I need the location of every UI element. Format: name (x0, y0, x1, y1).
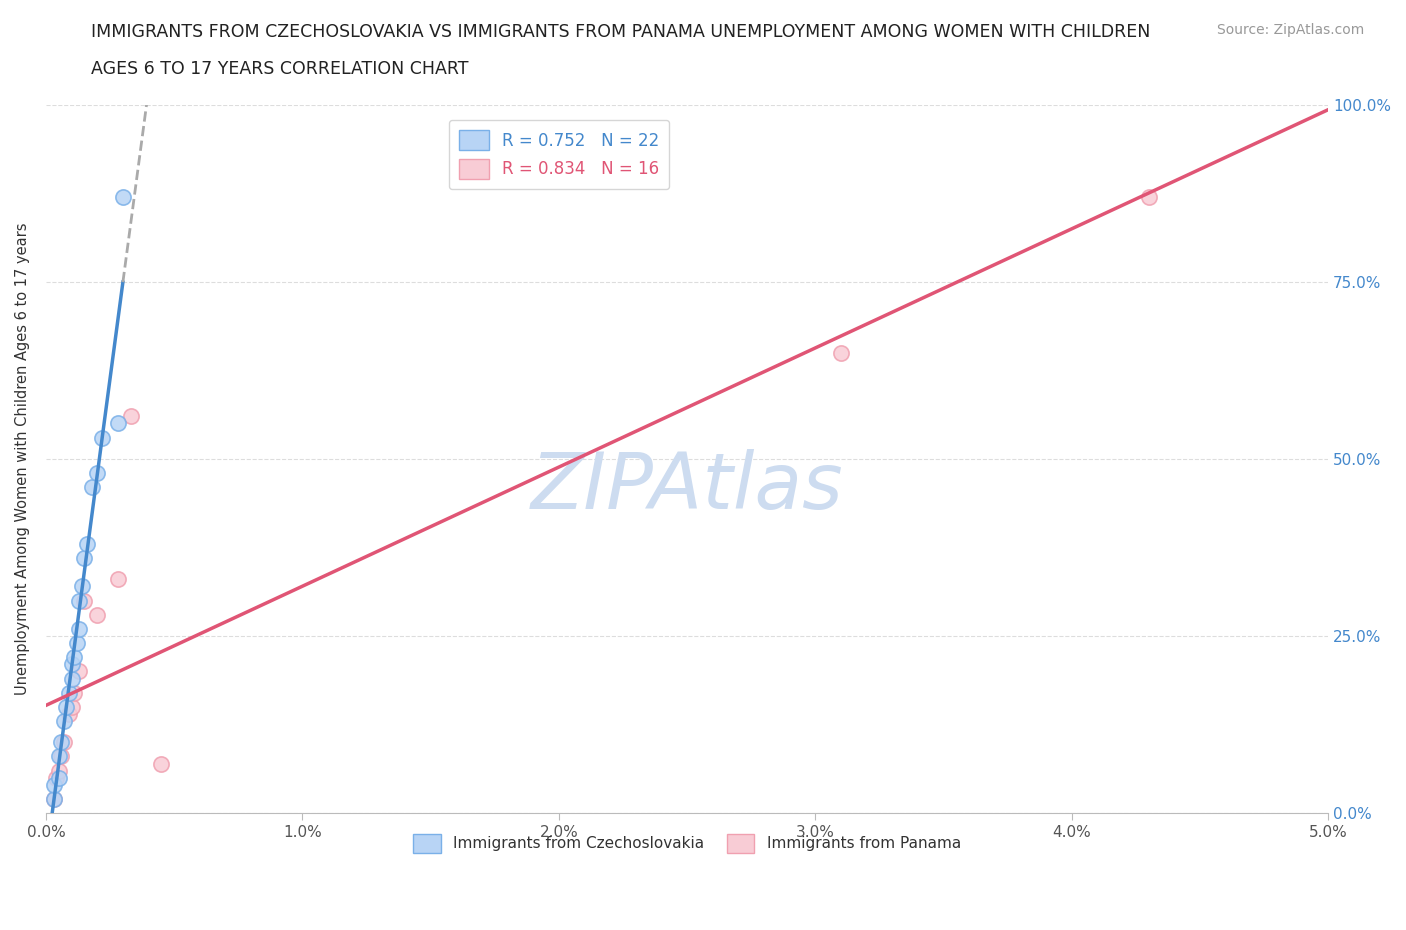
Point (82, 480, 104, 495)
Point (107, 416, 129, 431)
Point (48, 770, 70, 785)
Point (67, 621, 90, 636)
Y-axis label: Unemployment Among Women with Children Ages 6 to 17 years: Unemployment Among Women with Children A… (15, 222, 30, 695)
Point (48, 764, 70, 778)
Point (42, 777, 65, 792)
Point (45, 770, 67, 785)
Point (76, 537, 98, 551)
Point (111, 190, 134, 205)
Point (91, 431, 114, 445)
Point (52, 713, 75, 728)
Point (42, 791, 65, 806)
Point (150, 756, 173, 771)
Point (86, 466, 108, 481)
Legend: Immigrants from Czechoslovakia, Immigrants from Panama: Immigrants from Czechoslovakia, Immigran… (408, 828, 967, 858)
Text: Source: ZipAtlas.com: Source: ZipAtlas.com (1216, 23, 1364, 37)
Point (73, 551, 96, 565)
Point (58, 685, 80, 700)
Point (1137, 190, 1160, 205)
Point (55, 699, 77, 714)
Point (66, 636, 89, 651)
Point (51, 749, 73, 764)
Point (42, 791, 65, 806)
Point (51, 735, 73, 750)
Point (70, 579, 93, 594)
Point (60, 657, 83, 671)
Point (52, 735, 75, 750)
Point (63, 685, 86, 700)
Point (63, 650, 86, 665)
Point (107, 572, 129, 587)
Text: AGES 6 TO 17 YEARS CORRELATION CHART: AGES 6 TO 17 YEARS CORRELATION CHART (91, 60, 468, 78)
Point (60, 671, 83, 686)
Point (830, 345, 852, 360)
Point (73, 593, 96, 608)
Point (48, 749, 70, 764)
Point (120, 409, 142, 424)
Point (58, 707, 80, 722)
Text: IMMIGRANTS FROM CZECHOSLOVAKIA VS IMMIGRANTS FROM PANAMA UNEMPLOYMENT AMONG WOME: IMMIGRANTS FROM CZECHOSLOVAKIA VS IMMIGR… (91, 23, 1150, 41)
Point (60, 699, 83, 714)
Text: ZIPAtlas: ZIPAtlas (530, 449, 844, 525)
Point (67, 593, 90, 608)
Point (67, 664, 90, 679)
Point (86, 607, 108, 622)
